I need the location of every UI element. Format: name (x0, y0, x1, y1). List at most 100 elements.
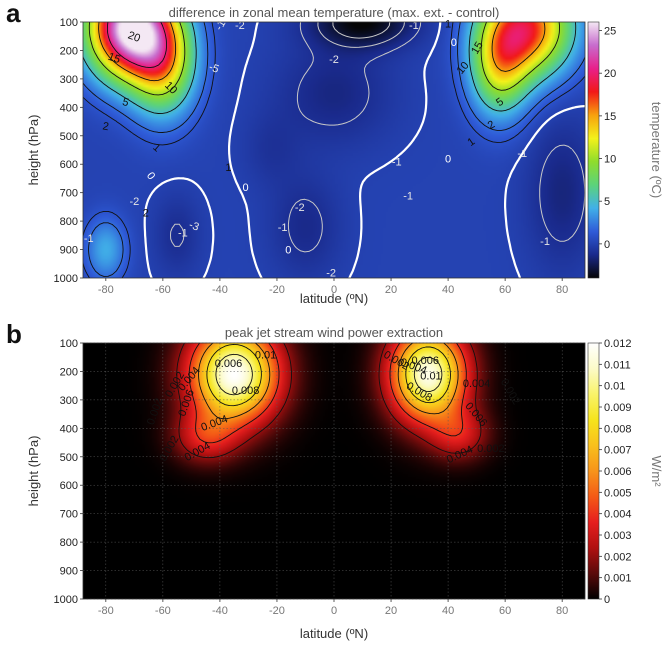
colorbar-tick-label: 0 (604, 239, 610, 251)
colorbar-tick-label: 0.009 (604, 402, 632, 414)
colorbar-tick-label: 15 (604, 111, 616, 123)
y-tick-label: 700 (60, 509, 78, 521)
panel-b-colorbar-ticks: 0 0.001 0.002 0.003 0.004 0.005 0.006 0.007 0.00… (599, 338, 632, 606)
contour-label: 2 (143, 208, 149, 220)
x-tick-label: 60 (499, 605, 511, 617)
y-tick-label: 300 (60, 395, 78, 407)
colorbar-tick-label: 0.005 (604, 487, 632, 499)
y-tick-label: 800 (60, 216, 78, 228)
contour-line (317, 22, 405, 48)
colorbar-tick-label: 0.01 (604, 381, 625, 393)
contour-label: -1 (278, 222, 288, 234)
x-tick-label: 60 (499, 284, 511, 296)
x-tick-label: -40 (212, 284, 228, 296)
contour-label: 0.006 (215, 358, 243, 370)
colorbar-tick-label: 0 (604, 594, 610, 606)
y-tick-label: 500 (60, 452, 78, 464)
panel-a-temperature-difference: a difference in zonal mean temperature (… (6, 0, 664, 306)
x-tick-label: 20 (385, 284, 397, 296)
contour-label: -1 (84, 233, 94, 245)
contour-label: -1 (403, 191, 413, 203)
contour-label: 1 (225, 162, 231, 174)
panel-a-contours (83, 22, 585, 278)
y-tick-label: 600 (60, 159, 78, 171)
contour-label: -2 (129, 196, 139, 208)
panel-b-x-ticks: -80 -60 -40 -20 0 20 40 60 80 (98, 599, 568, 617)
panel-b-colorbar-label: W/m² (649, 455, 664, 487)
y-tick-label: 100 (60, 17, 78, 29)
contour-label: -3 (187, 219, 200, 234)
contour-label: 0 (445, 154, 451, 166)
contour-line (143, 22, 585, 278)
panel-a-y-ticks: 100 200 300 400 500 600 700 800 900 1000 (54, 17, 83, 285)
contour-label: -1 (392, 156, 402, 168)
colorbar-tick-label: 0.008 (604, 423, 632, 435)
colorbar-tick-label: 0.011 (604, 359, 631, 371)
y-tick-label: 600 (60, 480, 78, 492)
contour-label: 5 (121, 96, 130, 109)
y-tick-label: 200 (60, 45, 78, 57)
contour-label: -1 (178, 227, 188, 239)
contour-label: 0.002 (477, 443, 505, 455)
contour-label: -1 (517, 148, 527, 160)
x-tick-label: -80 (98, 605, 114, 617)
contour-line (83, 22, 585, 278)
colorbar-tick-label: 0.004 (604, 509, 632, 521)
contour-line (106, 22, 167, 69)
contour-line (206, 343, 451, 407)
contour-line (88, 22, 560, 96)
contour-label: 1 (445, 18, 451, 30)
contour-label: 0 (243, 182, 249, 194)
panel-a-colorbar (587, 21, 600, 279)
y-tick-label: 800 (60, 537, 78, 549)
colorbar-tick-label: 0.003 (604, 530, 632, 542)
y-tick-label: 900 (60, 566, 78, 578)
contour-line (198, 343, 459, 420)
contour-line (98, 22, 546, 82)
contour-label: -1 (409, 20, 419, 32)
colorbar-tick-label: 10 (604, 154, 616, 166)
contour-label: 20 (126, 29, 142, 44)
panel-b-contours (176, 343, 482, 459)
contour-label: 2 (102, 120, 110, 133)
x-tick-label: 80 (556, 284, 568, 296)
panel-a-colorbar-label: temperature (ºC) (649, 102, 664, 199)
x-tick-label: -80 (98, 284, 114, 296)
contour-label: 0 (285, 245, 291, 257)
contour-label: 15 (106, 51, 122, 66)
colorbar-tick-label: 0.007 (604, 445, 632, 457)
colorbar-tick-label: 20 (604, 68, 616, 80)
contour-label: 15 (469, 40, 486, 57)
panel-a-heatmap (83, 22, 585, 278)
panel-b-title: peak jet stream wind power extraction (225, 325, 443, 340)
x-tick-label: 40 (442, 605, 454, 617)
colorbar-tick-label: 0.006 (604, 466, 632, 478)
x-tick-label: 0 (331, 284, 337, 296)
y-tick-label: 900 (60, 245, 78, 257)
panel-b-x-label: latitude (ºN) (300, 626, 368, 641)
contour-label: -1 (540, 236, 550, 248)
x-tick-label: 20 (385, 605, 397, 617)
x-tick-label: -20 (269, 284, 285, 296)
contour-label: 0.006 (412, 355, 440, 367)
contour-label: -2 (326, 267, 336, 279)
contour-label: -2 (329, 54, 339, 66)
y-tick-label: 200 (60, 366, 78, 378)
contour-label: 5 (494, 96, 506, 109)
panel-a-title: difference in zonal mean temperature (ma… (169, 5, 500, 20)
contour-line (83, 22, 577, 114)
contour-label: 0.01 (420, 371, 441, 383)
y-tick-label: 100 (60, 338, 78, 350)
x-tick-label: -40 (212, 605, 228, 617)
x-tick-label: -20 (269, 605, 285, 617)
colorbar-tick-label: 0.012 (604, 338, 632, 350)
contour-label: -2 (295, 202, 305, 214)
x-tick-label: 80 (556, 605, 568, 617)
contour-line (176, 343, 482, 459)
colorbar-tick-label: 0.002 (604, 551, 632, 563)
panel-a-letter: a (6, 0, 21, 28)
contour-line (215, 353, 443, 396)
panel-a-colorbar-ticks: 0 5 10 15 20 25 (599, 26, 616, 251)
y-tick-label: 1000 (54, 594, 78, 606)
contour-label: 0.008 (232, 385, 260, 397)
